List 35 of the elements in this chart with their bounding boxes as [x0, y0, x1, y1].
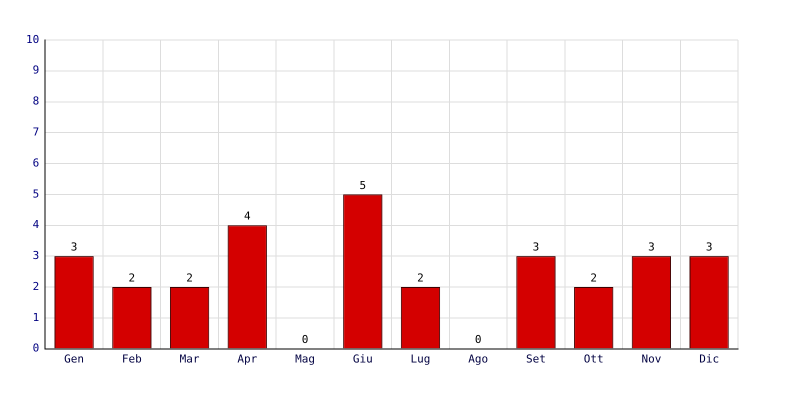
data-label: 3: [648, 240, 655, 254]
y-tick-label: 2: [32, 280, 40, 293]
y-tick-label: 3: [32, 249, 40, 262]
data-label: 5: [359, 178, 366, 192]
x-tick-label: Nov: [641, 352, 662, 366]
x-tick-label: Mag: [295, 352, 315, 366]
data-label: 2: [186, 271, 193, 284]
x-tick-label: Mar: [180, 352, 200, 366]
data-label: 2: [128, 271, 136, 284]
y-tick-label: 8: [32, 94, 40, 108]
data-label: 0: [302, 333, 308, 346]
x-tick-label: Giu: [352, 352, 373, 366]
y-tick-label: 1: [32, 310, 40, 324]
data-label: 3: [706, 240, 712, 254]
data-label: 0: [474, 333, 482, 346]
data-label: 2: [417, 271, 424, 284]
data-label: 2: [590, 271, 597, 284]
y-tick-label: 5: [32, 187, 40, 200]
y-tick-label: 9: [32, 64, 40, 77]
x-tick-label: Feb: [122, 352, 142, 366]
y-tick-label: 4: [32, 218, 40, 232]
data-label: 3: [532, 240, 540, 254]
y-tick-label: 7: [32, 126, 40, 138]
x-tick-label: Lug: [410, 352, 430, 366]
x-tick-label: Dic: [699, 352, 720, 366]
data-label: 3: [70, 240, 78, 254]
y-tick-label: 10: [26, 32, 40, 46]
y-tick-label: 6: [32, 156, 40, 170]
x-tick-label: Gen: [64, 352, 84, 366]
x-tick-label: Set: [526, 352, 546, 366]
x-tick-label: Ott: [584, 352, 604, 366]
data-label: 4: [244, 210, 251, 223]
y-tick-label: 0: [32, 342, 40, 355]
x-tick-label: Ago: [468, 352, 488, 366]
x-tick-label: Apr: [237, 352, 258, 366]
